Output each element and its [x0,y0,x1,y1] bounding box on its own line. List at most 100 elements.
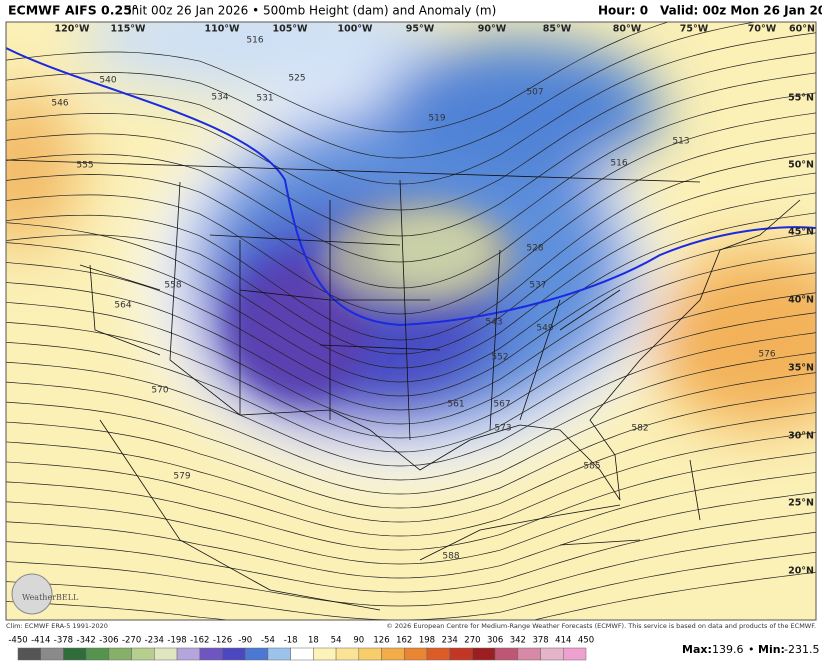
colorbar-cell [313,647,337,661]
colorbar-cell [17,647,41,661]
colorbar-cell [494,647,519,661]
colorbar-tick-label: -198 [167,636,186,646]
colorbar-tick-label: -414 [31,636,50,646]
contour-label: 540 [99,76,116,86]
contour-label: 543 [485,318,502,328]
contour-line [6,252,816,411]
lon-label: 115°W [110,24,146,35]
contour-line [6,392,816,509]
colorbar-cell [381,647,405,661]
colorbar-tick-label: -90 [238,636,252,646]
contour-line [6,412,816,523]
contour-line [6,72,816,237]
colorbar-tick-label: 378 [532,636,548,646]
colorbar-cell [267,647,291,661]
colorbar-tick-label: -162 [190,636,209,646]
colorbar-tick-label: 54 [331,636,342,646]
lat-label: 55°N [788,93,814,104]
colorbar-tick-label: -378 [54,636,73,646]
contour-label: 570 [151,386,168,396]
lon-label: 70°W [748,24,777,35]
colorbar-cell [472,647,496,661]
colorbar-cell [403,647,428,661]
contour-line [6,92,816,263]
model-name: ECMWF AIFS 0.25° [8,3,138,18]
lon-label: 95°W [406,24,435,35]
clim: Clim: ECMWF ERA-5 1991-2020 [6,622,108,630]
contour-label: 549 [536,324,553,334]
cold-anomaly [230,260,370,400]
lat-label: 50°N [788,160,814,171]
contour-line [6,22,757,159]
contour-label: 537 [529,281,546,291]
warm-anomaly [650,250,816,430]
colorbar-tick-label: -270 [122,636,141,646]
colorbar-tick-label: 90 [353,636,364,646]
separator: • [748,643,755,656]
lon-label: 120°W [54,24,90,35]
contour-label: 564 [114,301,131,311]
borders [6,159,801,611]
contour-line [6,571,816,620]
colorbar-cell [563,647,587,661]
colorbar-tick-label: 18 [308,636,319,646]
map-frame [5,21,817,621]
colorbar-cell [176,647,201,661]
colorbar-tick-label: -450 [8,636,27,646]
colorbar-cell [63,647,87,661]
colorbar-tick-label: -18 [284,636,298,646]
colorbar-tick-label: -306 [99,636,118,646]
colorbar-cell [335,647,360,661]
map: 516 525 534 531 540 546 555 564 558 570 579 588 507 5… [6,22,816,620]
contour-line [6,152,816,341]
warm-anomaly [6,90,80,250]
lat-label: 45°N [788,227,814,238]
colorbar-cell [85,647,110,661]
contour-label: 507 [526,88,543,98]
colorbar-tick-label: 162 [396,636,412,646]
contour-line [6,172,816,355]
lat-label: 40°N [788,295,814,306]
colorbar-tick-label: 198 [419,636,435,646]
contour-label: 573 [494,424,511,434]
contour-label: 531 [256,94,273,104]
reference-contour [6,47,816,327]
contour-line [6,22,670,133]
colorbar-tick-label: 306 [487,636,503,646]
lon-labels: 120°W 115°W 110°W 105°W 100°W 95°W 90°W 85°W 80°… [54,24,815,35]
contour-line [6,132,816,315]
contour-label: 513 [672,137,689,147]
cold-anomaly [380,40,660,180]
contour-line [6,372,816,495]
colorbar-tick-label: 450 [578,636,594,646]
colorbar-cell [426,647,450,661]
contour-line [6,52,816,211]
colorbar-cell [244,647,269,661]
colorbar-cell [449,647,473,661]
contour-line [6,511,816,593]
colorbar-cell [517,647,541,661]
contour-line [6,492,816,579]
colorbar-cell [154,647,178,661]
contour-labels: 516 525 534 531 540 546 555 564 558 570 579 588 507 5… [51,36,775,562]
colorbar: -450 -414 -378 -342 -306 -270 -234 -198 -162 -126… [8,636,594,661]
us-outline [6,159,801,501]
contour-label: 519 [428,114,445,124]
contour-line [6,452,816,551]
lon-label: 90°W [478,24,507,35]
state-lines [79,179,621,441]
contour-label: 528 [526,244,543,254]
colorbar-tick-label: -126 [213,636,232,646]
colorbar-tick-label: 414 [555,636,571,646]
colorbar-tick-label: 126 [373,636,389,646]
contour-label: 558 [164,281,181,291]
contour-line [6,472,816,565]
hour: Hour: 0 [598,4,648,18]
lon-label: 105°W [272,24,308,35]
colorbar-cell [540,647,564,661]
lon-label: 100°W [337,24,373,35]
contour-line [6,272,816,425]
contour-label: 582 [631,424,648,434]
contour-label: 576 [758,350,775,360]
colorbar-cell [199,647,223,661]
